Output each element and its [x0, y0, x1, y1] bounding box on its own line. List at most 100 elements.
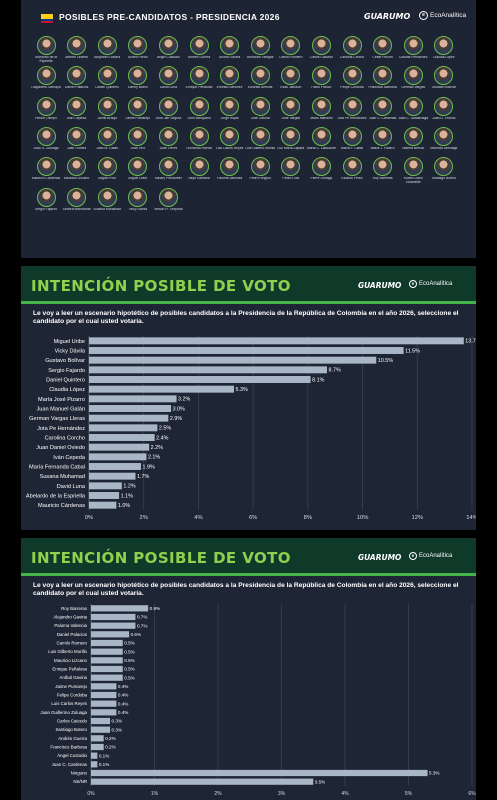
x-tick-label: 0% [87, 791, 95, 797]
candidate-card: Alberto Linares [60, 36, 94, 64]
value-label: 10.5% [378, 358, 393, 364]
candidate-card: Miguel Polo [90, 157, 124, 185]
candidate-photo [250, 96, 270, 116]
candidate-card: David Luna [151, 66, 185, 94]
candidate-name: Leonardo Huerta [186, 146, 212, 150]
candidate-photo [67, 187, 87, 207]
candidate-photo [311, 157, 331, 177]
x-tick-label: 6% [249, 515, 257, 521]
x-tick-label: 12% [411, 515, 423, 521]
candidate-name: Ángel Custodio [156, 56, 180, 59]
ecoanalitica-logo: e EcoAnalítica [409, 280, 452, 288]
x-tick-label: 14% [466, 515, 476, 521]
value-label: 0.4% [118, 701, 128, 706]
candidate-name: Mauricio Armitage [430, 146, 458, 150]
candidate-name: Ernesto Sánchez [216, 86, 243, 90]
candidate-photo [342, 96, 362, 116]
bar [91, 605, 149, 612]
candidate-card: German Vargas [396, 66, 430, 94]
candidate-card: José Vargas [274, 96, 308, 125]
candidate-name: Vicky Dávila [128, 207, 147, 211]
x-tick-label: 3% [278, 791, 286, 797]
candidate-name: Sandra Marulanda [62, 207, 91, 211]
value-label: 3.5% [315, 779, 325, 784]
candidate-name: Pedro Helguin [249, 177, 271, 181]
bar [89, 347, 404, 354]
candidate-card: Dagoberto Samaya [29, 66, 63, 94]
candidate-photo [67, 157, 87, 177]
value-label: 0.9% [150, 606, 160, 611]
candidate-name: Jorge Rojas [220, 116, 239, 120]
candidate-photo [220, 66, 240, 86]
value-label: 0.7% [137, 615, 147, 620]
candidate-name: Carlos Caicedo [309, 56, 333, 59]
candidate-card: Susana Muhamad [90, 187, 124, 216]
ecoanalitica-icon: e [419, 11, 428, 20]
candidate-name: Martha Bernal [402, 146, 424, 150]
candidate-photo [434, 96, 454, 116]
bar [89, 434, 155, 441]
candidate-name: Juan M. Galán [96, 146, 119, 150]
candidate-photo [36, 36, 56, 55]
candidate-name: Mauricio Lizcano [63, 177, 90, 181]
category-label: Sergio Fajardo [48, 368, 85, 374]
bar [89, 472, 136, 480]
candidate-card: Juan Torres [151, 126, 185, 155]
x-tick-label: 10% [357, 515, 369, 521]
ecoanalitica-logo: e EcoAnalítica [409, 552, 452, 560]
category-label: German Vargas Lleras [29, 416, 85, 422]
ecoanalitica-label: EcoAnalítica [419, 281, 453, 287]
candidate-card: Daniel Quintero [90, 66, 124, 94]
category-label: Miguel Uribe [54, 339, 85, 345]
candidate-card: María J. Pizarro [366, 126, 400, 155]
candidate-name: Álvaro Pardo [127, 56, 148, 59]
bar [89, 492, 120, 499]
category-label: Paloma Valencia [54, 623, 87, 628]
x-tick-label: 2% [140, 515, 148, 521]
candidate-card: Carolina Corcho [335, 36, 369, 64]
vote-intention-panel-2: INTENCIÓN POSIBLE DE VOTO GUARUMO e EcoA… [21, 538, 476, 800]
candidate-name: María J. Pizarro [370, 146, 395, 150]
candidate-photo [281, 126, 301, 146]
candidate-photo [342, 36, 362, 55]
candidate-photo [189, 96, 209, 116]
candidate-name: Fabio Franco [311, 86, 332, 90]
bar [91, 657, 123, 664]
category-label: Felipe Cordoba [57, 693, 88, 698]
bar [91, 691, 117, 699]
value-label: 1.9% [142, 464, 154, 470]
candidate-name: German Vargas [401, 86, 426, 90]
candidate-card: Sergio Fajardo [29, 187, 63, 216]
value-label: 5.3% [235, 387, 247, 393]
candidate-photo [220, 126, 240, 146]
bar [89, 414, 169, 422]
category-label: Alejandro Gaviria [53, 615, 87, 620]
candidate-name: Armando Villegas [246, 56, 274, 59]
bar [91, 769, 428, 777]
candidate-card: Juan G. Zuluaga [29, 126, 63, 155]
category-label: Iván Cepeda [53, 455, 86, 461]
candidate-photo [67, 96, 87, 116]
bar [91, 778, 314, 785]
bar [89, 395, 177, 403]
category-label: Roy Barreras [61, 606, 88, 611]
candidate-card: Paloma Valencia [213, 157, 247, 185]
candidate-photo [311, 66, 331, 86]
category-label: Juan Guillermo Zuluaga [40, 710, 87, 715]
guarumo-logo: GUARUMO [358, 281, 402, 290]
candidate-card: John Mosquera [182, 96, 216, 125]
candidate-card: Vicky Dávila [121, 187, 155, 216]
value-label: 0.4% [118, 710, 128, 715]
candidate-name: José Gaviria [250, 116, 270, 120]
value-label: 2.1% [148, 455, 160, 461]
candidate-photo [342, 66, 362, 86]
candidate-card: Wilson R. Orejuela [151, 187, 185, 216]
category-label: Luis Gilberto Murillo [48, 649, 87, 654]
candidate-card: Luis Gilberto Murillo [243, 126, 277, 155]
candidate-card: Jorge Rojas [213, 96, 247, 125]
candidate-photo [128, 157, 148, 177]
candidate-card: Héctor Olimpo [29, 96, 63, 125]
candidate-card: Jaime Pumarejo [121, 96, 155, 125]
survey-question: Le voy a leer un escenario hipotético de… [33, 310, 459, 326]
candidate-photo [434, 157, 454, 177]
